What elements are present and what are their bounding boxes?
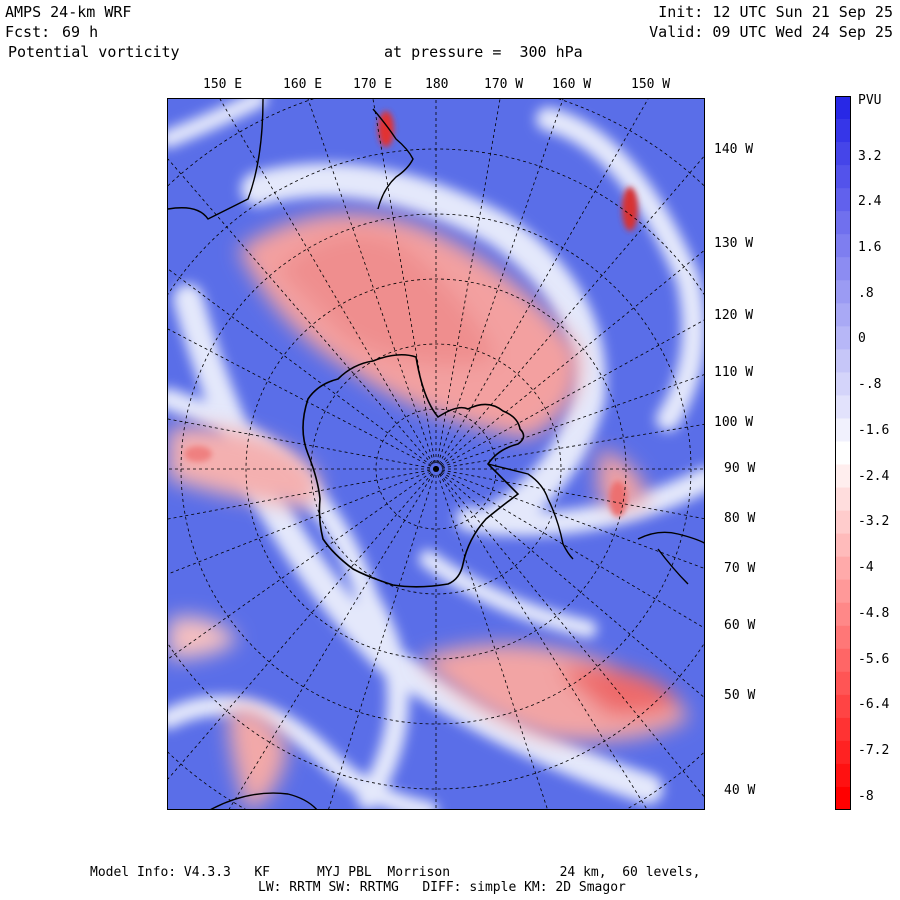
colorbar-tick-label: -8 xyxy=(858,789,874,804)
colorbar-segment xyxy=(835,257,851,281)
lon-label-160w: 160 W xyxy=(552,77,592,92)
colorbar-tick-label: .8 xyxy=(858,286,874,301)
lon-label-150e: 150 E xyxy=(203,77,243,92)
lon-label-170e: 170 E xyxy=(353,77,393,92)
lon-label-160e: 160 E xyxy=(283,77,323,92)
lon-label-170w: 170 W xyxy=(484,77,524,92)
init-time: Init: 12 UTC Sun 21 Sep 25 xyxy=(658,3,893,21)
colorbar-segment xyxy=(835,740,851,765)
colorbar xyxy=(835,96,851,811)
colorbar-tick-label: 0 xyxy=(858,331,866,346)
lon-label-140w: 140 W xyxy=(714,142,754,157)
colorbar-tick-label: -3.2 xyxy=(858,514,890,529)
colorbar-segment xyxy=(835,671,851,696)
forecast-hours: 69 h xyxy=(62,23,99,41)
footer-physics-info: LW: RRTM SW: RRTMG DIFF: simple KM: 2D S… xyxy=(258,880,626,895)
colorbar-segment xyxy=(835,602,851,627)
lon-label-110w: 110 W xyxy=(714,365,754,380)
lon-label-40w: 40 W xyxy=(724,783,756,798)
lon-label-180: 180 xyxy=(425,77,449,92)
model-title: AMPS 24-km WRF xyxy=(5,3,132,21)
colorbar-tick-label: 2.4 xyxy=(858,194,882,209)
colorbar-segment xyxy=(835,395,851,420)
footer-model-info: Model Info: V4.3.3 KF MYJ PBL Morrison 2… xyxy=(90,865,701,880)
colorbar-segment xyxy=(835,418,851,443)
field-name: Potential vorticity xyxy=(8,43,180,61)
colorbar-tick-label: -7.2 xyxy=(858,743,890,758)
valid-time: Valid: 09 UTC Wed 24 Sep 25 xyxy=(649,23,893,41)
lon-label-80w: 80 W xyxy=(724,511,756,526)
lon-label-150w: 150 W xyxy=(631,77,671,92)
colorbar-segment xyxy=(835,165,851,189)
colorbar-tick-label: -4 xyxy=(858,560,874,575)
colorbar-tick-label: -.8 xyxy=(858,377,882,392)
colorbar-segment xyxy=(835,556,851,581)
lon-label-50w: 50 W xyxy=(724,688,756,703)
colorbar-segment xyxy=(835,763,851,788)
colorbar-segment xyxy=(835,625,851,650)
colorbar-segment xyxy=(835,533,851,558)
colorbar-tick-label: -1.6 xyxy=(858,423,890,438)
colorbar-border xyxy=(835,96,851,810)
colorbar-segment xyxy=(835,372,851,397)
colorbar-tick-label: -6.4 xyxy=(858,697,890,712)
colorbar-unit: PVU xyxy=(858,93,882,108)
pv-map xyxy=(167,98,705,810)
colorbar-segment xyxy=(835,487,851,512)
colorbar-segment xyxy=(835,717,851,742)
colorbar-segment xyxy=(835,188,851,212)
lon-label-130w: 130 W xyxy=(714,236,754,251)
lon-label-70w: 70 W xyxy=(724,561,756,576)
colorbar-segment xyxy=(835,786,851,811)
colorbar-segment xyxy=(835,303,851,327)
colorbar-segment xyxy=(835,579,851,604)
lon-label-120w: 120 W xyxy=(714,308,754,323)
colorbar-segment xyxy=(835,280,851,304)
pv-negative-regions xyxy=(168,213,688,809)
new-zealand-coast xyxy=(372,108,414,210)
colorbar-segment xyxy=(835,234,851,258)
colorbar-segment xyxy=(835,648,851,673)
colorbar-segment xyxy=(835,349,851,373)
colorbar-segment xyxy=(835,119,851,143)
australia-coast xyxy=(168,99,264,220)
map-svg xyxy=(168,99,704,809)
colorbar-svg xyxy=(835,96,851,811)
lon-label-90w: 90 W xyxy=(724,461,756,476)
colorbar-segment xyxy=(835,142,851,166)
colorbar-tick-label: 1.6 xyxy=(858,240,882,255)
south-america-coast xyxy=(637,531,704,585)
lon-label-60w: 60 W xyxy=(724,618,756,633)
colorbar-tick-label: -4.8 xyxy=(858,606,890,621)
antarctic-peninsula xyxy=(487,463,574,560)
pv-negative-cores xyxy=(184,111,638,517)
colorbar-segment xyxy=(835,326,851,350)
australia-south-coast xyxy=(210,792,318,809)
colorbar-segment xyxy=(835,211,851,235)
colorbar-tick-label: -2.4 xyxy=(858,469,890,484)
colorbar-segment xyxy=(835,441,851,466)
forecast-label: Fcst: xyxy=(5,23,51,41)
lon-label-100w: 100 W xyxy=(714,415,754,430)
colorbar-tick-label: 3.2 xyxy=(858,149,882,164)
antarctica-coastline xyxy=(302,353,525,588)
colorbar-segment xyxy=(835,464,851,489)
colorbar-segment xyxy=(835,510,851,535)
meridians xyxy=(168,99,704,809)
colorbar-tick-label: -5.6 xyxy=(858,652,890,667)
pressure-level: at pressure = 300 hPa xyxy=(384,43,583,61)
colorbar-segment xyxy=(835,96,851,120)
colorbar-segment xyxy=(835,694,851,719)
